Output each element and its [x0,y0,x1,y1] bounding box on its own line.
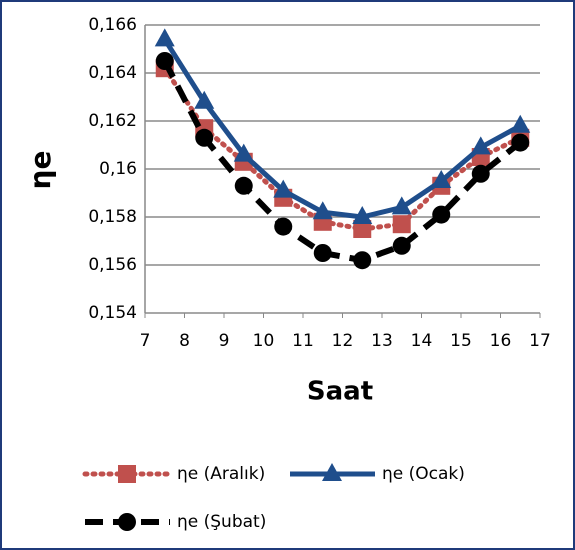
marker [233,143,254,162]
y-tick-label: 0,16 [99,159,137,179]
x-tick-label: 11 [292,331,314,351]
x-tick-label: 9 [219,331,230,351]
marker [392,215,411,234]
x-tick-label: 10 [253,331,275,351]
legend-label: ηe (Ocak) [382,464,465,484]
marker [274,217,293,236]
marker [431,170,452,188]
marker [353,251,372,270]
marker [313,244,332,262]
marker [510,114,531,133]
marker [322,463,342,481]
marker [312,201,333,220]
marker [118,513,136,531]
x-tick-label: 17 [529,331,551,351]
y-tick-label: 0,154 [88,303,137,323]
marker [155,52,174,70]
y-tick-label: 0,158 [88,207,137,227]
marker [432,205,451,224]
x-tick-label: 15 [450,331,472,351]
marker [234,176,253,195]
x-tick-label: 12 [332,331,354,351]
series-line [162,65,523,232]
y-tick-label: 0,162 [88,111,137,131]
series-line [162,59,523,264]
marker [195,128,214,147]
y-tick-label: 0,156 [88,255,137,275]
marker [471,164,490,183]
x-tick-label: 14 [411,331,433,351]
marker [154,28,175,47]
marker [353,220,372,238]
series-line [162,38,522,220]
marker [194,90,215,109]
x-tick-label: 8 [179,331,190,351]
x-tick-label: 7 [140,331,151,351]
legend-label: ηe (Şubat) [177,512,266,532]
marker [273,179,294,198]
marker [352,206,373,224]
y-tick-label: 0,166 [88,15,137,35]
legend-label: ηe (Aralık) [177,464,265,484]
y-axis-label: ηe [24,151,57,190]
marker [392,236,411,255]
y-tick-label: 0,164 [88,63,137,83]
x-tick-label: 13 [371,331,393,351]
marker [470,136,491,155]
x-axis-label: Saat [307,377,373,407]
marker [118,465,136,483]
marker [391,196,412,215]
x-tick-label: 16 [490,331,512,351]
marker [511,133,530,152]
